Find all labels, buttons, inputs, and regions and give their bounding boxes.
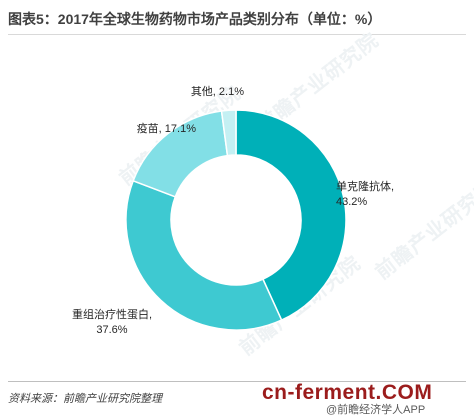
brand-main: cn-ferment bbox=[262, 381, 376, 404]
chart-title: 图表5：2017年全球生物药物市场产品类别分布（单位：%） bbox=[8, 11, 382, 27]
slice-1 bbox=[235, 109, 347, 322]
data-label-1: 单克隆抗体, 43.2% bbox=[336, 179, 394, 208]
title-divider bbox=[8, 34, 466, 35]
slice-2 bbox=[125, 179, 283, 331]
data-label-2: 重组治疗性蛋白, 37.6% bbox=[72, 307, 152, 336]
data-label-4: 其他, 2.1% bbox=[191, 85, 244, 98]
brand-subtitle: @前瞻经济学人APP bbox=[326, 404, 426, 416]
slice-4 bbox=[220, 109, 237, 157]
data-label-3: 疫苗, 17.1% bbox=[137, 121, 197, 135]
brand-tld: COM bbox=[381, 381, 433, 404]
footer-divider bbox=[8, 381, 466, 382]
brand-logo: cn-ferment.COM bbox=[262, 382, 432, 404]
source-note: 资料来源：前瞻产业研究院整理 bbox=[8, 393, 162, 405]
brand-dot: . bbox=[375, 381, 382, 404]
